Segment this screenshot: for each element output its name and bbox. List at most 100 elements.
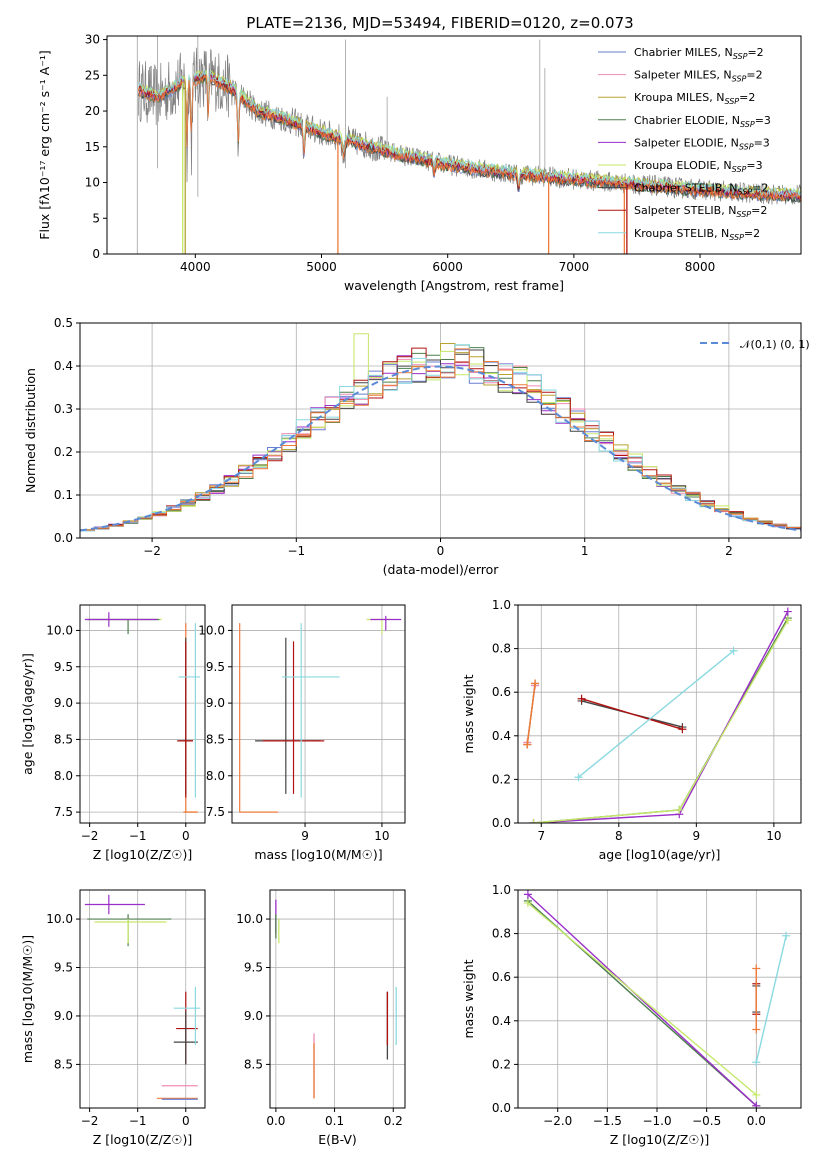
y-tick-label: 9.5 bbox=[244, 961, 263, 975]
weight-marker-kroupa_elodie bbox=[675, 805, 684, 814]
y-tick-label: 8.5 bbox=[244, 1057, 263, 1071]
x-tick-label: 2 bbox=[725, 544, 733, 558]
weight-line-kroupa_elodie bbox=[527, 902, 757, 1096]
y-tick-label: 0.0 bbox=[492, 1101, 511, 1115]
x-axis-label: Z [log10(Z/Z☉)] bbox=[93, 847, 193, 862]
y-tick-label: 9.0 bbox=[54, 1009, 73, 1023]
x-tick-label: −2 bbox=[81, 1114, 99, 1128]
x-axis-label: E(B-V) bbox=[318, 1132, 357, 1147]
mass-vs-metallicity-panel: −2 −1 0 8.5 9.0 9.5 10.0 Z [log10(Z/Z☉)] mass [l… bbox=[20, 889, 206, 1147]
y-tick-label: 0.1 bbox=[54, 488, 73, 502]
x-tick-label: 8 bbox=[615, 829, 623, 843]
x-tick-label: 4000 bbox=[180, 260, 211, 274]
y-tick-label: 9.0 bbox=[206, 696, 225, 710]
y-tick-label: 7.5 bbox=[206, 805, 225, 819]
weight-marker-salpeter_elodie bbox=[783, 607, 792, 616]
weight-marker-kroupa_stelib bbox=[752, 1058, 761, 1067]
x-tick-label: 0 bbox=[182, 829, 190, 843]
age-vs-metallicity-panel: −2 −1 0 7.5 8.0 8.5 9.0 9.5 10.0 Z [log10(Z/Z☉)] a… bbox=[20, 604, 206, 862]
weight-line-kroupa_stelib bbox=[755, 935, 787, 1063]
y-tick-label: 9.0 bbox=[54, 696, 73, 710]
y-tick-label: 9.5 bbox=[54, 961, 73, 975]
x-tick-label: 0.0 bbox=[266, 1114, 285, 1128]
legend-entry-kroupa_elodie: Kroupa ELODIE, NSSP=3 bbox=[634, 159, 763, 174]
x-tick-label: −1 bbox=[287, 544, 305, 558]
x-tick-label: 8000 bbox=[685, 260, 716, 274]
x-tick-label: 0 bbox=[437, 544, 445, 558]
y-axis-label: Normed distribution bbox=[23, 368, 38, 493]
y-tick-label: 0.2 bbox=[54, 445, 73, 459]
x-axis-label: Z [log10(Z/Z☉)] bbox=[610, 1132, 710, 1147]
y-axis-label: mass weight bbox=[461, 674, 476, 753]
y-tick-label: 1.0 bbox=[492, 598, 511, 612]
x-tick-label: −1.5 bbox=[593, 1114, 622, 1128]
x-axis-label: Z [log10(Z/Z☉)] bbox=[93, 1132, 193, 1147]
y-tick-label: 0.2 bbox=[492, 772, 511, 786]
weight-marker-kroupa_stelib bbox=[574, 773, 583, 782]
y-tick-label: 0.4 bbox=[492, 729, 511, 743]
y-tick-label: 0.0 bbox=[54, 531, 73, 545]
plot-area bbox=[523, 607, 792, 823]
x-tick-label: 10 bbox=[766, 829, 781, 843]
x-axis-label: wavelength [Angstrom, rest frame] bbox=[344, 278, 564, 293]
weight-marker-kroupa_elodie bbox=[529, 819, 538, 823]
x-axis-label: age [log10(age/yr)] bbox=[599, 847, 721, 862]
y-tick-label: 0.6 bbox=[492, 685, 511, 699]
plot-area bbox=[523, 890, 791, 1108]
legend-entry-salpeter_miles: Salpeter MILES, NSSP=2 bbox=[634, 69, 763, 84]
histogram-step-orange bbox=[80, 348, 801, 531]
x-tick-label: 0.0 bbox=[747, 1114, 766, 1128]
weight-line-kroupa_stelib bbox=[578, 650, 734, 778]
weight-marker-orange bbox=[523, 740, 532, 749]
y-tick-label: 0.2 bbox=[492, 1057, 511, 1071]
model-spectrum-kroupa_stelib bbox=[138, 69, 801, 198]
y-tick-label: 8.5 bbox=[54, 1057, 73, 1071]
legend-entry-salpeter_elodie: Salpeter ELODIE, NSSP=3 bbox=[634, 136, 770, 151]
y-axis-label: mass [log10(M/M☉)] bbox=[20, 935, 35, 1063]
y-tick-label: 0.5 bbox=[54, 316, 73, 330]
x-tick-label: −1 bbox=[129, 829, 147, 843]
y-tick-label: 7.5 bbox=[54, 805, 73, 819]
y-tick-label: 0.6 bbox=[492, 970, 511, 984]
plot-area bbox=[80, 333, 801, 532]
weight-marker-kroupa_elodie bbox=[783, 616, 792, 625]
y-tick-label: 0 bbox=[92, 247, 100, 261]
legend-entry-normal: 𝒩(0,1) (0, 1) bbox=[740, 338, 810, 351]
axes-frame bbox=[231, 604, 406, 824]
weight-marker-salpeter_elodie bbox=[752, 1101, 761, 1108]
legend-entry-kroupa_stelib: Kroupa STELIB, NSSP=2 bbox=[634, 227, 760, 242]
x-tick-label: 7 bbox=[537, 829, 545, 843]
histogram-legend: 𝒩(0,1) (0, 1) bbox=[700, 338, 810, 351]
histogram-step-chabrier_stelib bbox=[80, 349, 801, 531]
spectrum-legend: Chabrier MILES, NSSP=2 Salpeter MILES, NS… bbox=[598, 46, 771, 242]
weight-marker-orange bbox=[531, 679, 540, 688]
y-tick-label: 8.5 bbox=[54, 732, 73, 746]
x-axis-label: (data-model)/error bbox=[383, 562, 500, 577]
y-tick-label: 1.0 bbox=[492, 883, 511, 897]
plot-area bbox=[239, 615, 402, 813]
y-axis-label: age [log10(age/yr)] bbox=[20, 653, 35, 775]
x-tick-label: 9 bbox=[693, 829, 701, 843]
x-tick-label: −2.0 bbox=[543, 1114, 572, 1128]
axes-frame bbox=[269, 889, 406, 1109]
spectrum-panel: 4000 5000 6000 7000 8000 0 5 10 15 20 25 30 waveleng… bbox=[37, 33, 802, 293]
weight-marker-kroupa_elodie bbox=[752, 1090, 761, 1099]
legend-entry-chabrier_elodie: Chabrier ELODIE, NSSP=3 bbox=[634, 114, 771, 129]
x-tick-label: 1 bbox=[581, 544, 589, 558]
y-tick-label: 10.0 bbox=[46, 912, 73, 926]
y-tick-label: 10 bbox=[85, 176, 100, 190]
y-tick-label: 8.5 bbox=[206, 732, 225, 746]
weight-marker-salpeter_stelib bbox=[577, 694, 586, 703]
x-tick-label: 0 bbox=[182, 1114, 190, 1128]
x-tick-label: 7000 bbox=[559, 260, 590, 274]
x-tick-label: −1 bbox=[129, 1114, 147, 1128]
y-tick-label: 5 bbox=[92, 211, 100, 225]
y-tick-label: 0.0 bbox=[492, 816, 511, 830]
x-tick-label: −1.0 bbox=[642, 1114, 671, 1128]
y-tick-label: 10.0 bbox=[46, 623, 73, 637]
y-tick-label: 8.0 bbox=[206, 769, 225, 783]
y-tick-label: 0.3 bbox=[54, 402, 73, 416]
y-tick-label: 15 bbox=[85, 140, 100, 154]
weight-marker-orange bbox=[752, 964, 761, 973]
y-tick-label: 25 bbox=[85, 68, 100, 82]
